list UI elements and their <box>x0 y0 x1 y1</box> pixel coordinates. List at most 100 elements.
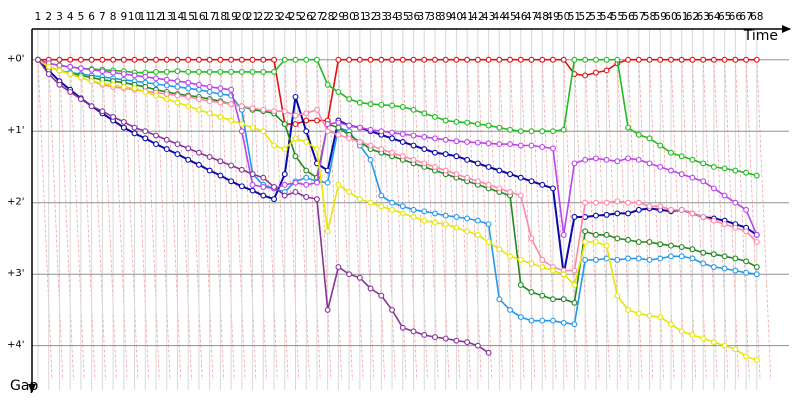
lap-marker <box>228 178 235 185</box>
lap-marker <box>485 349 492 356</box>
lap-marker <box>131 85 138 92</box>
lap-marker <box>378 146 385 153</box>
lap-marker <box>710 339 717 346</box>
lap-marker <box>635 239 642 245</box>
lap-marker <box>732 255 739 262</box>
lap-diagonal <box>380 59 396 381</box>
lap-marker <box>474 121 481 128</box>
lap-diagonal <box>552 59 568 381</box>
lap-marker <box>678 206 685 213</box>
lap-marker <box>496 124 503 131</box>
lap-marker <box>389 129 395 136</box>
lap-marker <box>550 317 556 324</box>
lap-marker <box>281 171 288 178</box>
lap-marker <box>303 167 310 174</box>
lap-marker <box>228 101 235 108</box>
lap-diagonal <box>252 59 267 381</box>
lap-marker <box>153 81 159 87</box>
lap-diagonal <box>359 59 375 381</box>
lap-marker <box>732 167 739 174</box>
lap-marker <box>249 187 256 194</box>
x-tick-label: 20 <box>235 11 248 23</box>
lap-marker <box>710 56 717 63</box>
lap-diagonal <box>101 59 117 381</box>
lap-marker <box>678 328 685 335</box>
lap-marker <box>721 253 728 260</box>
lap-marker <box>99 56 106 63</box>
lap-marker <box>625 306 632 313</box>
lap-marker <box>335 56 342 63</box>
lap-marker <box>442 221 449 228</box>
x-tick-label: 56 <box>621 11 635 23</box>
lap-marker <box>120 124 127 131</box>
lap-marker <box>238 103 245 110</box>
lap-diagonal <box>423 59 439 381</box>
lap-marker <box>743 206 750 213</box>
lap-marker <box>432 56 438 63</box>
lap-marker <box>453 138 460 145</box>
x-tick-label: 47 <box>525 11 538 23</box>
lap-marker <box>142 128 149 135</box>
lap-marker <box>603 199 610 206</box>
lap-marker <box>35 56 41 63</box>
lap-marker <box>528 142 535 149</box>
x-tick-label: 40 <box>450 11 463 23</box>
lap-marker <box>410 328 417 335</box>
lap-marker <box>614 235 621 242</box>
lap-marker <box>464 228 471 235</box>
lap-diagonal <box>80 59 96 381</box>
x-tick-label: 11 <box>139 11 152 23</box>
lap-marker <box>206 98 213 105</box>
lap-diagonal <box>69 59 85 381</box>
lap-marker <box>217 113 224 120</box>
lap-marker <box>689 156 696 163</box>
x-tick-label: 36 <box>407 11 421 23</box>
lap-diagonal <box>498 59 514 381</box>
lap-diagonal <box>531 59 546 381</box>
lap-marker <box>507 189 514 195</box>
lap-marker <box>689 210 696 217</box>
lap-diagonal <box>59 59 74 381</box>
lap-marker <box>56 56 63 63</box>
lap-marker <box>453 214 460 220</box>
lap-diagonal <box>477 59 493 381</box>
x-tick-label: 13 <box>160 11 173 23</box>
lap-marker <box>313 117 320 124</box>
lap-marker <box>614 56 621 63</box>
lap-marker <box>603 242 610 249</box>
lap-marker <box>753 264 760 270</box>
lap-marker <box>174 56 181 63</box>
lap-marker <box>120 83 127 90</box>
x-tick-label: 24 <box>278 11 292 23</box>
lap-marker <box>646 312 653 319</box>
lap-marker <box>453 56 460 63</box>
lap-diagonal <box>456 59 471 381</box>
lap-marker <box>110 69 117 76</box>
x-tick-label: 26 <box>300 11 314 23</box>
x-tick-label: 22 <box>257 11 270 23</box>
lap-marker <box>88 66 95 73</box>
x-tick-label: 1 <box>35 11 42 23</box>
lap-marker <box>635 56 642 63</box>
lap-marker <box>432 334 438 341</box>
lap-marker <box>217 91 224 98</box>
lap-marker <box>560 271 567 278</box>
lap-marker <box>410 206 417 213</box>
lap-marker <box>185 68 192 75</box>
lap-marker <box>710 164 717 170</box>
lap-marker <box>507 56 514 63</box>
lap-marker <box>678 253 685 260</box>
lap-marker <box>110 113 117 120</box>
lap-marker <box>399 203 406 210</box>
lap-marker <box>185 56 192 63</box>
lap-marker <box>753 231 760 238</box>
lap-marker <box>206 56 213 63</box>
lap-marker <box>195 149 202 156</box>
lap-marker <box>474 139 481 146</box>
x-tick-label: 46 <box>514 11 528 23</box>
lap-marker <box>346 122 353 129</box>
lap-marker <box>378 128 385 135</box>
lap-marker <box>582 199 589 206</box>
lap-marker <box>249 68 256 75</box>
lap-marker <box>260 174 267 181</box>
